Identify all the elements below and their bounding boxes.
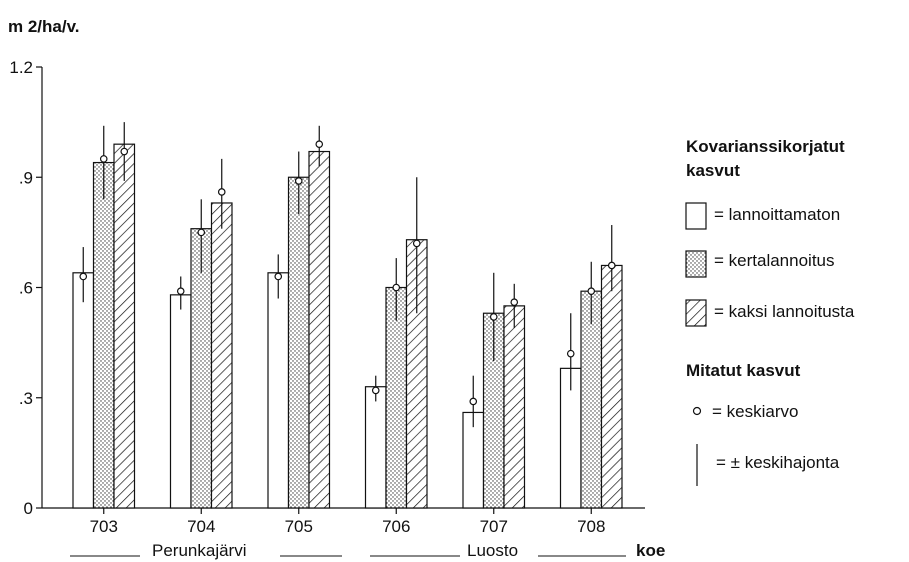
mean-marker [510, 298, 519, 307]
y-ticks: 0 .3 .6 .9 1.2 [9, 58, 42, 518]
legend-item-mean: = keskiarvo [712, 402, 798, 421]
y-tick-label: .9 [19, 168, 33, 187]
legend-swatch-dotted [685, 250, 707, 278]
legend-item-kaksi-lannoitusta: = kaksi lannoitusta [714, 302, 855, 321]
bar-hatched [600, 264, 623, 509]
legend-heading-1: Kovarianssikorjatut [686, 137, 845, 156]
mean-marker [294, 177, 303, 185]
bar-blank [169, 294, 192, 509]
y-tick-label: 0 [24, 499, 33, 518]
mean-marker [99, 155, 108, 163]
bar-blank [267, 272, 290, 509]
x-tick-label: 706 [382, 517, 410, 536]
legend-mean-marker-icon [692, 406, 702, 416]
x-tick-label: 705 [285, 517, 313, 536]
y-axis-label: m 2/ha/v. [8, 17, 80, 36]
legend-swatch-hatched [685, 299, 707, 327]
mean-marker [120, 147, 129, 156]
mean-marker [371, 386, 380, 395]
mean-marker [412, 239, 421, 248]
group-label-luosto: Luosto [467, 541, 518, 560]
mean-marker [176, 287, 185, 295]
bars [72, 143, 623, 509]
mean-marker [587, 287, 596, 295]
mean-marker [607, 261, 616, 270]
legend-swatch-blank [685, 202, 707, 230]
bar-dotted [287, 176, 310, 509]
bar-dotted [92, 161, 115, 509]
mean-marker [489, 313, 498, 321]
x-ticks: 703 704 705 706 707 708 [90, 508, 605, 536]
mean-marker [197, 228, 206, 237]
legend-item-lannoittamaton: = lannoittamaton [714, 205, 840, 224]
bar-blank [364, 386, 387, 509]
x-tick-label: 703 [90, 517, 118, 536]
mean-marker [79, 272, 88, 281]
legend: Kovarianssikorjatut kasvut = lannoittama… [685, 137, 855, 486]
x-tick-label: 708 [577, 517, 605, 536]
group-label-perunkajarvi: Perunkajärvi [152, 541, 247, 560]
legend-heading-1b: kasvut [686, 161, 740, 180]
legend-item-sd: = ± keskihajonta [716, 453, 840, 472]
bar-hatched [503, 305, 526, 509]
bar-hatched [308, 150, 331, 509]
y-tick-label: .3 [19, 389, 33, 408]
legend-item-kertalannoitus: = kertalannoitus [714, 251, 835, 270]
mean-marker [274, 272, 283, 281]
legend-heading-2: Mitatut kasvut [686, 361, 801, 380]
mean-marker [217, 188, 226, 196]
x-tick-label: 704 [187, 517, 215, 536]
bar-hatched [113, 143, 136, 509]
mean-marker [315, 140, 324, 148]
bar-blank [72, 272, 95, 509]
x-axis-label: koe [636, 541, 665, 560]
mean-marker [469, 397, 478, 406]
mean-marker [566, 349, 575, 358]
mean-marker [392, 283, 401, 292]
y-tick-label: 1.2 [9, 58, 33, 77]
y-tick-label: .6 [19, 279, 33, 298]
bar-hatched [210, 202, 233, 509]
error-bars [79, 122, 616, 428]
x-tick-label: 707 [480, 517, 508, 536]
